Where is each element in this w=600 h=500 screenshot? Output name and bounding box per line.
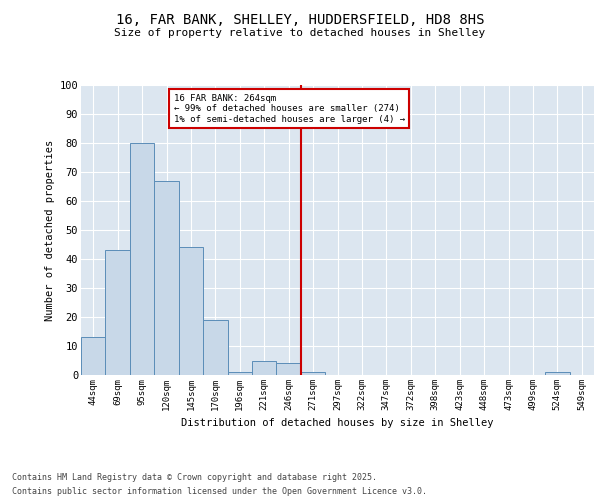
Bar — [81, 338, 106, 375]
Bar — [545, 372, 569, 375]
X-axis label: Distribution of detached houses by size in Shelley: Distribution of detached houses by size … — [181, 418, 494, 428]
Text: Size of property relative to detached houses in Shelley: Size of property relative to detached ho… — [115, 28, 485, 38]
Bar — [227, 372, 252, 375]
Bar — [130, 143, 154, 375]
Bar — [154, 180, 179, 375]
Text: Contains public sector information licensed under the Open Government Licence v3: Contains public sector information licen… — [12, 488, 427, 496]
Bar — [252, 360, 277, 375]
Bar — [203, 320, 227, 375]
Text: Contains HM Land Registry data © Crown copyright and database right 2025.: Contains HM Land Registry data © Crown c… — [12, 472, 377, 482]
Bar — [179, 248, 203, 375]
Bar — [106, 250, 130, 375]
Y-axis label: Number of detached properties: Number of detached properties — [46, 140, 55, 320]
Text: 16 FAR BANK: 264sqm
← 99% of detached houses are smaller (274)
1% of semi-detach: 16 FAR BANK: 264sqm ← 99% of detached ho… — [174, 94, 405, 124]
Bar — [277, 364, 301, 375]
Text: 16, FAR BANK, SHELLEY, HUDDERSFIELD, HD8 8HS: 16, FAR BANK, SHELLEY, HUDDERSFIELD, HD8… — [116, 12, 484, 26]
Bar — [301, 372, 325, 375]
